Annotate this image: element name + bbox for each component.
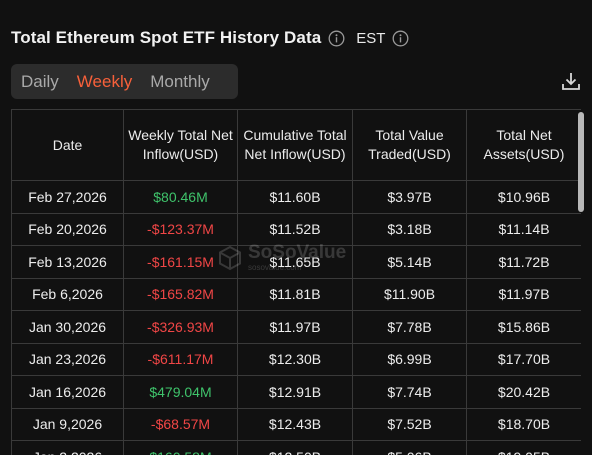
cell-value-traded: $6.99B bbox=[352, 342, 467, 376]
cell-cumulative-inflow: $11.97B bbox=[237, 310, 353, 344]
download-button[interactable] bbox=[559, 69, 583, 93]
history-table-container[interactable]: Date Weekly Total Net Inflow(USD) Cumula… bbox=[11, 109, 581, 455]
cell-cumulative-inflow: $12.91B bbox=[237, 375, 353, 409]
cell-date: Feb 13,2026 bbox=[11, 245, 124, 279]
column-header-value-traded[interactable]: Total Value Traded(USD) bbox=[352, 109, 467, 181]
cell-weekly-inflow: -$611.17M bbox=[123, 342, 238, 376]
page-title: Total Ethereum Spot ETF History Data bbox=[11, 28, 322, 47]
column-header-weekly-inflow[interactable]: Weekly Total Net Inflow(USD) bbox=[123, 109, 238, 181]
table-row: Feb 6,2026 -$165.82M $11.81B $11.90B $11.97B bbox=[11, 277, 581, 311]
cell-date: Feb 20,2026 bbox=[11, 212, 124, 246]
table-row: Jan 30,2026 -$326.93M $11.97B $7.78B $15.86B bbox=[11, 310, 581, 344]
cell-value-traded: $3.18B bbox=[352, 212, 467, 246]
cell-date: Jan 23,2026 bbox=[11, 342, 124, 376]
cell-date: Feb 27,2026 bbox=[11, 180, 124, 214]
cell-value-traded: $5.14B bbox=[352, 245, 467, 279]
cell-cumulative-inflow: $12.43B bbox=[237, 407, 353, 441]
cell-net-assets: $10.96B bbox=[466, 180, 581, 214]
cell-net-assets: $18.70B bbox=[466, 407, 581, 441]
history-table: Date Weekly Total Net Inflow(USD) Cumula… bbox=[11, 109, 581, 455]
cell-weekly-inflow: -$123.37M bbox=[123, 212, 238, 246]
cell-weekly-inflow: $160.58M bbox=[123, 440, 238, 455]
tab-daily[interactable]: Daily bbox=[21, 71, 59, 91]
cell-net-assets: $11.97B bbox=[466, 277, 581, 311]
cell-net-assets: $11.14B bbox=[466, 212, 581, 246]
tab-monthly[interactable]: Monthly bbox=[150, 71, 210, 91]
cell-weekly-inflow: -$326.93M bbox=[123, 310, 238, 344]
table-row: Jan 9,2026 -$68.57M $12.43B $7.52B $18.70B bbox=[11, 407, 581, 441]
table-row: Feb 20,2026 -$123.37M $11.52B $3.18B $11.14B bbox=[11, 212, 581, 246]
cell-value-traded: $7.74B bbox=[352, 375, 467, 409]
table-header-row: Date Weekly Total Net Inflow(USD) Cumula… bbox=[11, 109, 581, 181]
cell-cumulative-inflow: $11.60B bbox=[237, 180, 353, 214]
info-icon[interactable] bbox=[328, 30, 345, 47]
cell-weekly-inflow: -$161.15M bbox=[123, 245, 238, 279]
period-tabs: Daily Weekly Monthly bbox=[11, 64, 238, 99]
column-header-cumulative-inflow[interactable]: Cumulative Total Net Inflow(USD) bbox=[237, 109, 353, 181]
cell-cumulative-inflow: $11.52B bbox=[237, 212, 353, 246]
cell-net-assets: $11.72B bbox=[466, 245, 581, 279]
cell-net-assets: $19.05B bbox=[466, 440, 581, 455]
cell-cumulative-inflow: $11.81B bbox=[237, 277, 353, 311]
cell-cumulative-inflow: $12.50B bbox=[237, 440, 353, 455]
cell-date: Jan 16,2026 bbox=[11, 375, 124, 409]
cell-cumulative-inflow: $11.65B bbox=[237, 245, 353, 279]
column-header-date[interactable]: Date bbox=[11, 109, 124, 181]
cell-weekly-inflow: -$165.82M bbox=[123, 277, 238, 311]
cell-value-traded: $3.97B bbox=[352, 180, 467, 214]
timezone-info-icon[interactable] bbox=[392, 30, 409, 47]
cell-date: Feb 6,2026 bbox=[11, 277, 124, 311]
cell-weekly-inflow: $479.04M bbox=[123, 375, 238, 409]
cell-cumulative-inflow: $12.30B bbox=[237, 342, 353, 376]
cell-net-assets: $20.42B bbox=[466, 375, 581, 409]
table-row: Jan 2,2026$160.58M$12.50B$5.06B$19.05B bbox=[11, 440, 581, 455]
cell-date: Jan 30,2026 bbox=[11, 310, 124, 344]
panel-header: Total Ethereum Spot ETF History Data EST bbox=[11, 24, 409, 52]
cell-net-assets: $15.86B bbox=[466, 310, 581, 344]
cell-weekly-inflow: $80.46M bbox=[123, 180, 238, 214]
tab-weekly[interactable]: Weekly bbox=[76, 71, 133, 91]
cell-value-traded: $7.78B bbox=[352, 310, 467, 344]
table-scrollbar[interactable] bbox=[578, 112, 584, 212]
table-row: Feb 13,2026 -$161.15M $11.65B $5.14B $11.72B bbox=[11, 245, 581, 279]
cell-date: Jan 2,2026 bbox=[11, 440, 124, 455]
cell-value-traded: $11.90B bbox=[352, 277, 467, 311]
table-row: Jan 23,2026 -$611.17M $12.30B $6.99B $17.70B bbox=[11, 342, 581, 376]
cell-weekly-inflow: -$68.57M bbox=[123, 407, 238, 441]
column-header-net-assets[interactable]: Total Net Assets(USD) bbox=[466, 109, 581, 181]
table-row: Jan 16,2026 $479.04M $12.91B $7.74B $20.42B bbox=[11, 375, 581, 409]
cell-value-traded: $5.06B bbox=[352, 440, 467, 455]
cell-net-assets: $17.70B bbox=[466, 342, 581, 376]
cell-value-traded: $7.52B bbox=[352, 407, 467, 441]
timezone-label: EST bbox=[356, 29, 386, 47]
cell-date: Jan 9,2026 bbox=[11, 407, 124, 441]
download-icon bbox=[562, 73, 580, 90]
table-row: Feb 27,2026 $80.46M $11.60B $3.97B $10.96B bbox=[11, 180, 581, 214]
